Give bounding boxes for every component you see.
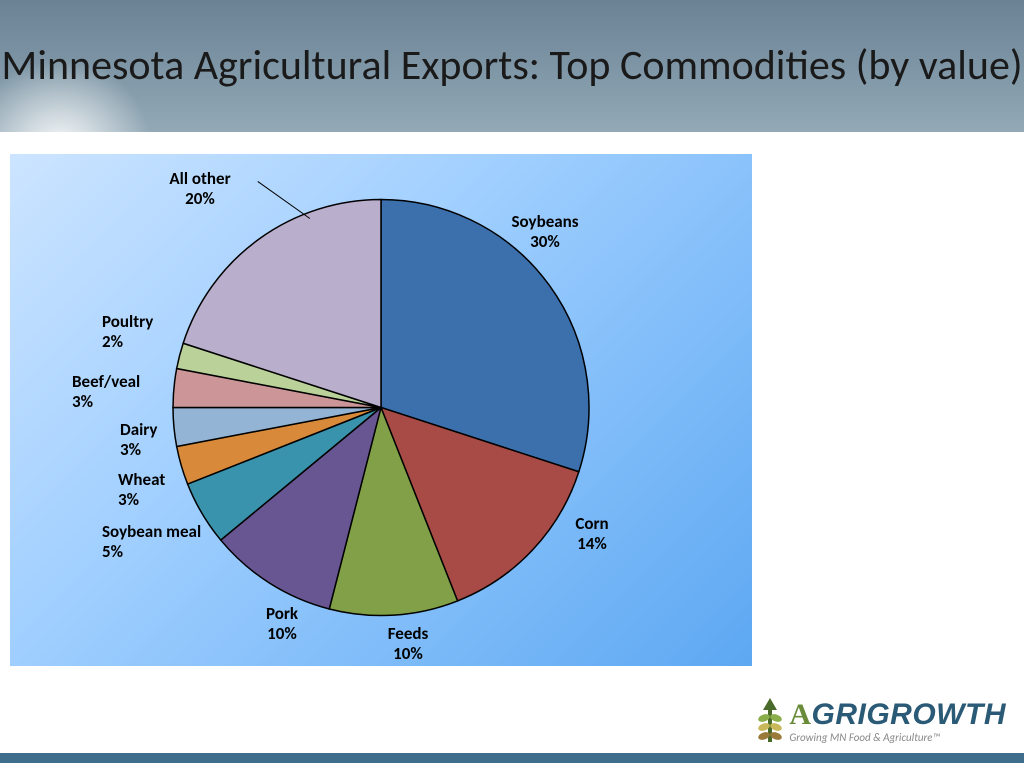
pie-svg	[171, 198, 591, 618]
pie-label-feeds: Feeds10%	[388, 624, 429, 663]
logo-rest: GRIGROWTH	[812, 698, 1006, 731]
logo-letter-a: A	[789, 698, 811, 731]
pie-label-pork: Pork10%	[266, 604, 298, 643]
pie-chart	[171, 198, 591, 623]
agrigrowth-logo-icon	[755, 696, 785, 746]
pie-label-poultry: Poultry2%	[102, 312, 153, 351]
slide-title: Minnesota Agricultural Exports: Top Comm…	[1, 42, 1022, 90]
pie-label-all-other: All other20%	[169, 169, 230, 208]
pie-label-soybean-meal: Soybean meal5%	[102, 522, 201, 561]
pie-label-wheat: Wheat3%	[118, 470, 165, 509]
pie-label-beef-veal: Beef/veal3%	[72, 372, 140, 411]
pie-chart-area: Soybeans30% Corn14% Feeds10% Pork10% Soybean…	[10, 154, 752, 666]
footer-accent-bar	[0, 753, 1024, 763]
agrigrowth-logo: AGRIGROWTH Growing MN Food & Agriculture…	[755, 696, 1006, 746]
pie-label-dairy: Dairy3%	[120, 420, 157, 459]
pie-label-soybeans: Soybeans30%	[511, 212, 578, 251]
slide-header: Minnesota Agricultural Exports: Top Comm…	[0, 0, 1024, 132]
pie-label-corn: Corn14%	[575, 514, 608, 553]
agrigrowth-logo-text: AGRIGROWTH Growing MN Food & Agriculture…	[789, 700, 1006, 743]
logo-tagline: Growing MN Food & Agriculture™	[789, 732, 1006, 743]
